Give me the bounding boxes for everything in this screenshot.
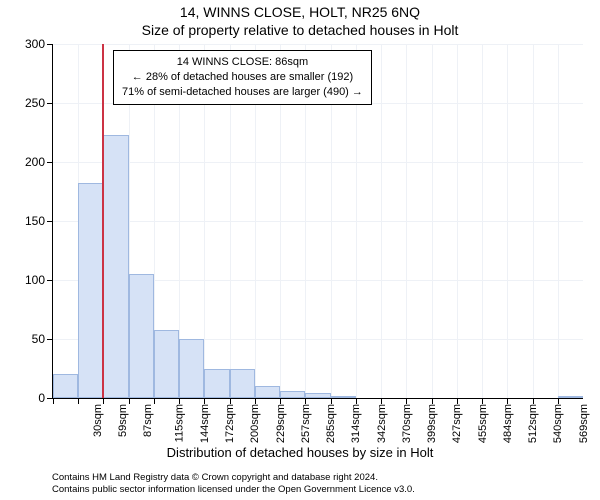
histogram-bar [305, 393, 330, 398]
x-tick-mark [507, 398, 508, 404]
y-tick-label: 50 [32, 332, 53, 346]
histogram-bar [103, 135, 128, 398]
y-tick-label: 200 [25, 155, 53, 169]
x-tick-label: 144sqm [199, 404, 211, 443]
y-tick-label: 300 [25, 37, 53, 51]
chart-root: 14, WINNS CLOSE, HOLT, NR25 6NQ Size of … [0, 0, 600, 500]
annotation-line2: ← 28% of detached houses are smaller (19… [122, 70, 363, 85]
property-marker-line [102, 44, 104, 398]
x-tick-label: 285sqm [325, 404, 337, 443]
gridline-v [432, 44, 433, 398]
y-tick-label: 0 [38, 391, 53, 405]
gridline-v [406, 44, 407, 398]
x-tick-mark [154, 398, 155, 404]
x-tick-label: 87sqm [143, 404, 155, 437]
gridline-v [558, 44, 559, 398]
x-tick-mark [129, 398, 130, 404]
x-tick-label: 512sqm [527, 404, 539, 443]
x-tick-mark [255, 398, 256, 404]
x-tick-label: 342sqm [376, 404, 388, 443]
gridline-h [53, 162, 583, 163]
annotation-line3: 71% of semi-detached houses are larger (… [122, 85, 363, 100]
histogram-bar [255, 386, 280, 398]
plot-area: 14 WINNS CLOSE: 86sqm ← 28% of detached … [52, 44, 583, 399]
x-axis-label: Distribution of detached houses by size … [0, 445, 600, 460]
x-tick-mark [432, 398, 433, 404]
x-tick-mark [356, 398, 357, 404]
chart-title-sub: Size of property relative to detached ho… [0, 22, 600, 38]
footer-line1: Contains HM Land Registry data © Crown c… [52, 472, 590, 484]
x-tick-mark [406, 398, 407, 404]
gridline-v [381, 44, 382, 398]
x-tick-mark [381, 398, 382, 404]
y-tick-label: 100 [25, 273, 53, 287]
gridline-v [507, 44, 508, 398]
histogram-bar [558, 396, 583, 398]
x-tick-label: 484sqm [502, 404, 514, 443]
histogram-bar [179, 339, 204, 398]
x-tick-label: 115sqm [173, 404, 185, 442]
histogram-bar [78, 183, 103, 398]
x-tick-label: 200sqm [250, 404, 262, 443]
x-tick-label: 399sqm [426, 404, 438, 443]
gridline-v [457, 44, 458, 398]
annotation-box: 14 WINNS CLOSE: 86sqm ← 28% of detached … [113, 50, 372, 105]
x-tick-mark [230, 398, 231, 404]
histogram-bar [204, 369, 229, 399]
x-tick-mark [179, 398, 180, 404]
histogram-bar [230, 369, 255, 399]
x-tick-mark [558, 398, 559, 404]
x-tick-mark [78, 398, 79, 404]
footer-line2: Contains public sector information licen… [52, 484, 590, 496]
x-tick-mark [204, 398, 205, 404]
x-tick-label: 229sqm [275, 404, 287, 443]
x-tick-label: 59sqm [117, 404, 129, 437]
x-tick-label: 455sqm [477, 404, 489, 443]
x-tick-label: 569sqm [578, 404, 590, 443]
x-tick-mark [533, 398, 534, 404]
gridline-h [53, 221, 583, 222]
x-tick-label: 540sqm [552, 404, 564, 443]
x-tick-mark [457, 398, 458, 404]
x-tick-mark [482, 398, 483, 404]
histogram-bar [53, 374, 78, 398]
x-tick-mark [103, 398, 104, 404]
histogram-bar [154, 330, 179, 398]
x-tick-label: 172sqm [224, 404, 236, 443]
y-tick-label: 150 [25, 214, 53, 228]
x-tick-label: 370sqm [401, 404, 413, 443]
x-tick-mark [331, 398, 332, 404]
y-tick-label: 250 [25, 96, 53, 110]
histogram-bar [129, 274, 154, 398]
gridline-h [53, 44, 583, 45]
histogram-bar [331, 396, 356, 398]
histogram-bar [280, 391, 305, 398]
footer-attribution: Contains HM Land Registry data © Crown c… [52, 472, 590, 496]
x-tick-label: 257sqm [300, 404, 312, 443]
x-tick-label: 427sqm [451, 404, 463, 443]
x-tick-mark [280, 398, 281, 404]
gridline-v [482, 44, 483, 398]
x-tick-label: 30sqm [92, 404, 104, 437]
x-tick-label: 314sqm [351, 404, 363, 443]
x-tick-mark [305, 398, 306, 404]
gridline-v [533, 44, 534, 398]
x-tick-mark [53, 398, 54, 404]
chart-title-main: 14, WINNS CLOSE, HOLT, NR25 6NQ [0, 4, 600, 20]
annotation-line1: 14 WINNS CLOSE: 86sqm [122, 55, 363, 70]
